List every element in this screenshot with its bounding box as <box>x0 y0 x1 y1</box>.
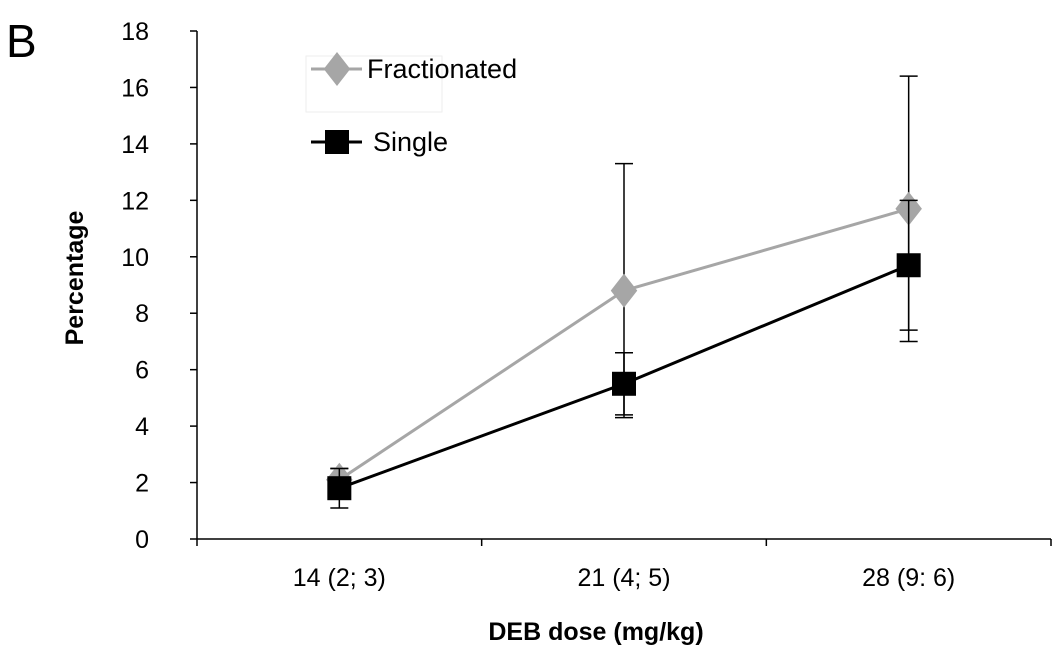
series-single <box>327 199 921 509</box>
legend-marker <box>325 130 349 154</box>
y-tick-label: 4 <box>135 413 149 441</box>
data-point <box>612 371 636 396</box>
y-tick-label: 18 <box>121 18 149 46</box>
data-point <box>896 253 921 278</box>
x-axis-title: DEB dose (mg/kg) <box>488 618 703 646</box>
legend-item-single: Single <box>311 127 448 157</box>
y-axis-title: Percentage <box>61 211 89 346</box>
data-point <box>610 273 638 308</box>
y-tick-label: 12 <box>121 187 149 215</box>
x-tick-label: 14 (2; 3) <box>293 564 386 592</box>
y-tick-label: 6 <box>135 357 149 385</box>
x-ticks: 14 (2; 3) 21 (4; 5) 28 (9: 6) <box>196 539 1052 592</box>
data-point <box>327 476 352 501</box>
series-layer <box>326 75 922 509</box>
legend-label: Single <box>373 127 448 157</box>
y-tick-label: 14 <box>121 131 149 159</box>
y-ticks: 0 2 4 6 8 10 12 14 16 18 <box>121 18 197 554</box>
legend-item-fractionated: Fractionated <box>311 52 517 86</box>
y-tick-label: 2 <box>135 470 149 498</box>
axes <box>196 31 1051 540</box>
legend-label: Fractionated <box>367 54 517 84</box>
y-tick-label: 0 <box>135 526 149 554</box>
x-tick-label: 21 (4; 5) <box>577 564 670 592</box>
y-tick-label: 8 <box>135 300 149 328</box>
x-tick-label: 28 (9: 6) <box>862 564 955 592</box>
y-tick-label: 10 <box>121 244 149 272</box>
y-tick-label: 16 <box>121 74 149 102</box>
legend-marker <box>323 52 351 86</box>
legend: Fractionated Single <box>305 52 517 157</box>
panel-label: B <box>6 15 37 67</box>
